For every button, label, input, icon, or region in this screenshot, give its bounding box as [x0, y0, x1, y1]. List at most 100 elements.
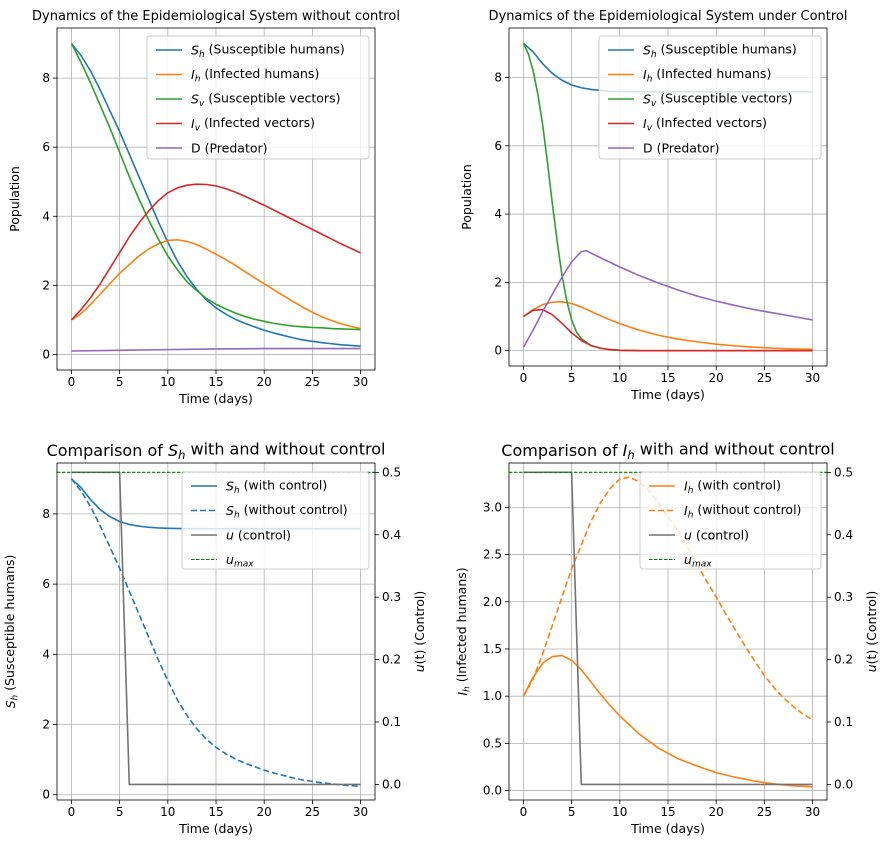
y-tick-label: 2.0 — [483, 595, 502, 609]
legend-label-part: u — [226, 528, 234, 543]
legend: Sh (with control) Sh (without control) u (… — [181, 471, 370, 570]
series-line-u-control- — [71, 471, 361, 786]
legend-label-part: v — [651, 99, 657, 109]
chart-panel-4: 0 5 10 15 20 25 30 0.0 0.5 1.0 1.5 2.0 2.5 3.0 0.0 0.1 0… — [454, 440, 879, 836]
legend-label-part: S — [226, 503, 234, 518]
x-tick-label: 5 — [116, 375, 124, 389]
x-tick-label: 5 — [116, 805, 124, 819]
legend-label-part: S — [191, 92, 199, 107]
y2-tick-label: 0.5 — [834, 465, 853, 479]
x-tick-label: 0 — [520, 371, 528, 385]
legend-label-part: h — [688, 511, 694, 521]
y-tick-label: 0 — [42, 347, 50, 361]
x-axis-label: Time (days) — [178, 391, 253, 406]
legend-label-part: (with control) — [693, 478, 781, 493]
x-axis-label: Time (days) — [630, 387, 705, 402]
y-tick-label: 3.0 — [483, 500, 502, 514]
legend-label: u (control) — [684, 528, 749, 543]
chart-panel-3: 0 5 10 15 20 25 30 0 2 4 6 8 0.0 0.1 0.2 0.3 0.4 0.5 Compa… — [2, 440, 427, 836]
legend-box — [598, 35, 822, 160]
chart-title-part: I — [623, 441, 628, 460]
series-line-ih — [522, 301, 813, 351]
y-tick-label: 8 — [42, 507, 50, 521]
series-line-ih-without-control- — [522, 476, 813, 721]
y2-tick-label: 0.4 — [382, 528, 401, 542]
y2-axis-label: u(t) (Control) — [864, 591, 879, 673]
legend-label-part: u — [226, 552, 234, 567]
legend-label: Sv (Susceptible vectors) — [191, 91, 340, 110]
y2-tick-label: 0.1 — [834, 715, 853, 729]
legend-label: Sh (Susceptible humans) — [643, 42, 797, 61]
legend-label: Sh (without control) — [226, 502, 348, 521]
y-tick-label: 2 — [42, 718, 50, 732]
y-axis-label-part: h — [11, 694, 21, 700]
y2-axis-label-part: u — [412, 664, 427, 672]
legend-label-part: h — [651, 50, 657, 60]
y2-axis-label-part: u — [864, 664, 879, 672]
x-tick-label: 0 — [520, 805, 528, 819]
legend-label: umax — [684, 552, 712, 570]
legend-label-part: D (Predator) — [643, 141, 720, 156]
y-tick-label: 4 — [42, 209, 50, 223]
legend-label: D (Predator) — [643, 141, 720, 156]
legend-label-part: v — [195, 124, 201, 134]
y-axis-label: Sh (Susceptible humans) — [2, 555, 21, 709]
y2-axis-label: u(t) (Control) — [412, 591, 427, 673]
legend-label-part: h — [234, 486, 240, 496]
x-tick-label: 25 — [757, 805, 772, 819]
x-tick-label: 30 — [805, 371, 820, 385]
y-tick-label: 1.5 — [483, 642, 502, 656]
y-tick-label: 6 — [494, 139, 502, 153]
series-line-d — [71, 347, 361, 352]
legend-box — [181, 471, 370, 570]
legend-label-part: I — [684, 479, 688, 494]
y-tick-label: 4 — [42, 647, 50, 661]
y-tick-label: 2 — [494, 275, 502, 289]
x-tick-label: 5 — [568, 805, 576, 819]
chart-title-part: Comparison of — [501, 441, 622, 460]
legend-label-part: (Infected humans) — [200, 66, 319, 81]
y-axis-label: Population — [459, 164, 474, 230]
legend-label-part: D (Predator) — [191, 141, 268, 156]
x-tick-label: 10 — [612, 371, 627, 385]
chart-panel-2: 0 5 10 15 20 25 30 0 2 4 6 8 Dynamics of the Epidemi… — [459, 9, 848, 402]
legend-label-part: max — [692, 560, 712, 570]
y-tick-label: 1.0 — [483, 689, 502, 703]
x-tick-label: 0 — [68, 805, 76, 819]
x-axis-label: Time (days) — [630, 821, 705, 836]
x-tick-label: 25 — [305, 805, 320, 819]
y-tick-label: 8 — [494, 71, 502, 85]
y-axis-label-part: I — [455, 692, 470, 696]
y-tick-label: 0 — [42, 788, 50, 802]
legend-label: u (control) — [226, 528, 291, 543]
series-line-u-control- — [523, 471, 813, 786]
legend-label-part: h — [647, 75, 653, 85]
legend-label-part: I — [643, 116, 647, 131]
x-tick-label: 10 — [160, 375, 175, 389]
legend-label-part: I — [684, 503, 688, 518]
chart-title-part: with and without control — [185, 440, 385, 459]
y-tick-label: 8 — [42, 71, 50, 85]
y-axis-label-part: (Susceptible humans) — [2, 555, 17, 695]
legend-label-part: h — [199, 50, 205, 60]
legend-label-part: (Infected vectors) — [652, 115, 767, 130]
y2-tick-label: 0.4 — [834, 528, 853, 542]
data-layer — [70, 43, 361, 352]
chart-title-part: h — [178, 448, 185, 462]
chart-panel-1: 0 5 10 15 20 25 30 0 2 4 6 8 Dynamics of the Epidemi… — [7, 9, 400, 406]
legend-label-part: (Susceptible humans) — [205, 42, 345, 57]
series-line-d — [522, 249, 813, 348]
legend-label-part: u — [684, 552, 692, 567]
legend-box — [639, 471, 822, 570]
legend-label-part: (with control) — [240, 478, 328, 493]
y2-tick-label: 0.2 — [382, 653, 401, 667]
x-tick-label: 20 — [257, 375, 272, 389]
y-axis-label: Population — [7, 166, 22, 232]
x-axis-label: Time (days) — [178, 821, 253, 836]
legend-label-part: I — [643, 67, 647, 82]
x-tick-label: 15 — [208, 805, 223, 819]
legend-label-part: (Susceptible vectors) — [656, 91, 792, 106]
chart-title: Comparison of Sh with and without contro… — [47, 440, 386, 462]
series-line-sv — [70, 43, 361, 331]
